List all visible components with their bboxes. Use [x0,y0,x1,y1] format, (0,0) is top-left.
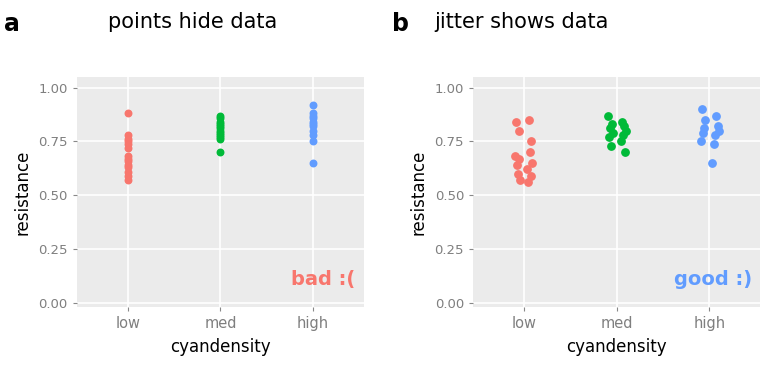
Point [522,117,535,123]
Point [121,164,134,170]
Point [214,130,227,136]
Point [214,123,227,129]
Point [121,132,134,138]
Point [214,115,227,121]
Point [214,127,227,134]
Point [214,121,227,127]
Point [307,115,319,121]
Point [121,156,134,162]
Point [620,127,632,134]
Point [697,130,709,136]
X-axis label: cyandensity: cyandensity [170,338,270,356]
Point [606,121,618,127]
Point [513,127,525,134]
Point [526,160,538,166]
Y-axis label: resistance: resistance [409,149,428,235]
Point [214,119,227,125]
Point [121,141,134,147]
Text: b: b [392,12,409,36]
X-axis label: cyandensity: cyandensity [567,338,667,356]
Point [696,106,708,112]
Text: good :): good :) [674,270,752,289]
Point [511,162,523,168]
Point [121,153,134,159]
Point [521,179,534,185]
Point [615,138,627,144]
Point [307,110,319,116]
Point [524,149,536,155]
Point [121,145,134,151]
Point [121,136,134,142]
Point [605,142,617,149]
Point [603,134,615,140]
Point [699,117,711,123]
Point [307,138,319,144]
Point [713,127,725,134]
Point [515,177,527,183]
Point [214,113,227,119]
Point [511,170,524,177]
Point [602,113,614,119]
Text: a: a [4,12,20,36]
Point [121,158,134,164]
Point [307,121,319,127]
Point [607,130,619,136]
Point [214,134,227,140]
Point [121,138,134,144]
Y-axis label: resistance: resistance [13,149,31,235]
Text: points hide data: points hide data [108,12,276,31]
Point [712,123,724,129]
Point [307,160,319,166]
Point [307,132,319,138]
Point [521,166,533,172]
Point [604,126,617,132]
Point [307,113,319,119]
Point [710,113,722,119]
Text: bad :(: bad :( [291,270,356,289]
Point [121,169,134,175]
Point [616,119,628,125]
Point [709,132,721,138]
Point [697,126,710,132]
Point [121,173,134,179]
Point [510,119,522,125]
Point [307,123,319,129]
Point [525,173,537,179]
Point [121,162,134,168]
Point [525,138,538,144]
Point [706,160,718,166]
Point [695,138,707,144]
Point [307,119,319,125]
Point [307,127,319,134]
Point [708,141,720,147]
Point [121,110,134,116]
Point [214,132,227,138]
Point [512,156,525,162]
Point [618,123,631,129]
Point [121,177,134,183]
Point [214,126,227,132]
Point [619,149,631,155]
Point [214,136,227,142]
Text: jitter shows data: jitter shows data [434,12,608,31]
Point [617,132,629,138]
Point [508,153,521,159]
Point [214,149,227,155]
Point [307,102,319,108]
